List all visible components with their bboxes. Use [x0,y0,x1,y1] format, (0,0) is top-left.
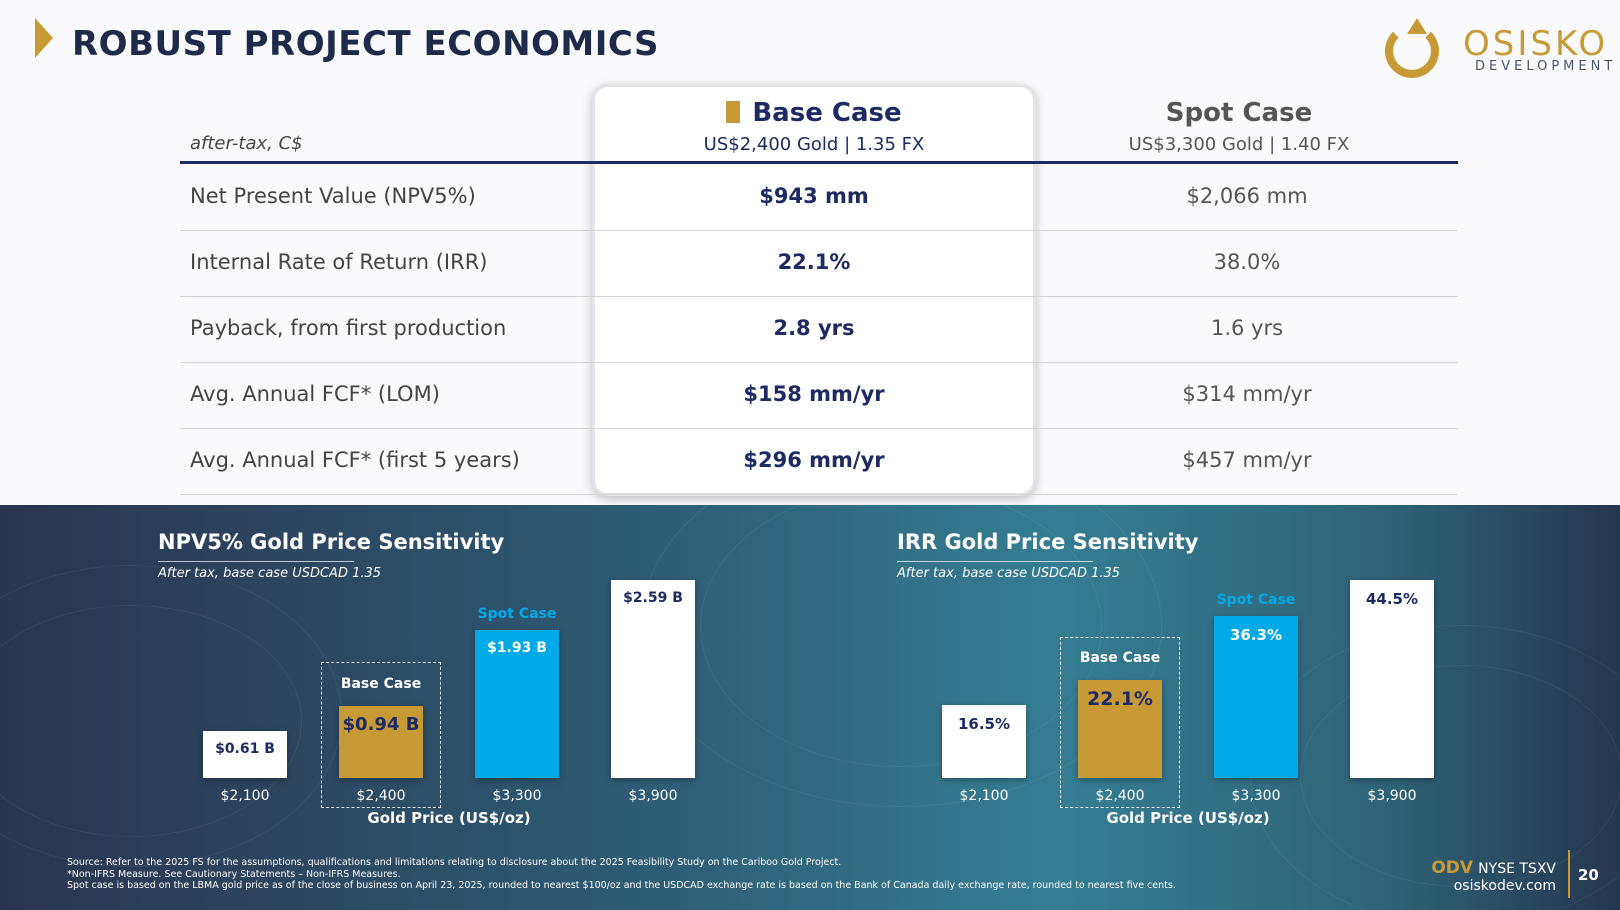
header-divider [180,161,1458,164]
row-base-value: $158 mm/yr [743,382,885,406]
table-note: after-tax, C$ [190,133,303,154]
row-spot-value: $2,066 mm [1186,184,1308,208]
footnotes: Source: Refer to the 2025 FS for the ass… [67,857,1367,892]
spot-case-annotation: Spot Case [477,606,557,622]
footnote-non-ifrs: *Non-IFRS Measure. See Cautionary Statem… [67,868,401,880]
chart-bar: 16.5% [942,705,1026,778]
x-axis-title: Gold Price (US$/oz) [367,809,531,827]
row-label: Payback, from first production [190,316,507,340]
x-tick-label: $3,900 [628,788,678,804]
chart-bar: 36.3% [1214,616,1298,778]
bar-value-label: 16.5% [957,715,1011,733]
bar-value-label: 22.1% [1087,688,1153,710]
logo-arrow-icon [1407,18,1427,34]
row-spot-value: 1.6 yrs [1210,316,1284,340]
footer-divider [1568,850,1570,898]
bar-value-label: 36.3% [1229,626,1283,644]
bar-value-label: $1.93 B [487,640,547,656]
row-spot-value: $314 mm/yr [1182,382,1312,406]
table-row: Avg. Annual FCF* (LOM) $158 mm/yr $314 m… [180,362,1458,429]
table-row: Net Present Value (NPV5%) $943 mm $2,066… [180,164,1458,231]
gold-square-icon [726,101,741,123]
chart-bar: 22.1% [1078,680,1162,778]
row-label: Avg. Annual FCF* (first 5 years) [190,448,520,472]
x-axis-title: Gold Price (US$/oz) [1106,809,1270,827]
row-base-value: $296 mm/yr [743,448,885,472]
bar-value-label: $2.59 B [623,590,683,606]
table-row: Avg. Annual FCF* (first 5 years) $296 mm… [180,428,1458,495]
page-number: 20 [1578,866,1599,884]
row-base-value: 2.8 yrs [773,316,855,340]
chart-bar: 44.5% [1350,580,1434,778]
table-row: Payback, from first production 2.8 yrs 1… [180,296,1458,363]
base-case-box [1060,637,1180,808]
website-link[interactable]: osiskodev.com [1453,878,1556,894]
logo-subtitle: DEVELOPMENT [1475,59,1617,74]
base-case-highlight [592,84,1036,496]
spot-case-header: Spot Case [1165,98,1313,128]
footnote-spot-case: Spot case is based on the LBMA gold pric… [67,880,1176,891]
row-label: Net Present Value (NPV5%) [190,184,476,208]
chart-bar: $2.59 B [611,580,695,778]
x-tick-label: $3,900 [1367,788,1417,804]
bar-value-label: 44.5% [1365,590,1419,608]
title-bullet-icon [35,18,53,58]
chart-bar: $0.94 B [339,706,423,778]
base-case-box [321,662,441,808]
chart-bar: $1.93 B [475,630,559,778]
base-case-annotation: Base Case [1079,650,1161,666]
ticker-symbol: ODV [1431,858,1474,878]
bar-value-label: $0.94 B [342,714,420,735]
x-tick-label: $2,100 [220,788,270,804]
chart-title: IRR Gold Price Sensitivity [897,530,1199,554]
row-base-value: $943 mm [759,184,869,208]
exchanges: NYSE TSXV [1478,861,1556,877]
contour-decoration [1300,665,1620,887]
spot-case-subtitle: US$3,300 Gold | 1.40 FX [1128,134,1350,155]
x-tick-label: $2,100 [959,788,1009,804]
osisko-logo: OSISKO DEVELOPMENT [1385,18,1615,78]
chart-subtitle: After tax, base case USDCAD 1.35 [897,566,1121,581]
x-tick-label: $2,400 [356,788,406,804]
chart-title-underline [897,561,1093,562]
row-base-value: 22.1% [777,250,851,274]
row-spot-value: 38.0% [1213,250,1281,274]
row-spot-value: $457 mm/yr [1182,448,1312,472]
logo-name: OSISKO [1463,24,1609,64]
base-case-title: Base Case [752,98,902,128]
bar-value-label: $0.61 B [215,741,275,757]
chart-title: NPV5% Gold Price Sensitivity [158,530,505,554]
row-label: Avg. Annual FCF* (LOM) [190,382,440,406]
chart-bar: $0.61 B [203,731,287,778]
footnote-source: Source: Refer to the 2025 FS for the ass… [67,857,842,868]
page-title: ROBUST PROJECT ECONOMICS [72,24,659,64]
base-case-subtitle: US$2,400 Gold | 1.35 FX [703,134,925,155]
chart-subtitle: After tax, base case USDCAD 1.35 [158,566,382,581]
spot-case-annotation: Spot Case [1216,592,1296,608]
logo-ring-icon [1385,24,1439,78]
base-case-annotation: Base Case [340,676,422,692]
x-tick-label: $3,300 [1231,788,1281,804]
chart-title-underline [158,561,354,562]
x-tick-label: $3,300 [492,788,542,804]
base-case-header: Base Case [592,98,1036,128]
table-row: Internal Rate of Return (IRR) 22.1% 38.0… [180,230,1458,297]
x-tick-label: $2,400 [1095,788,1145,804]
ticker-info: ODV NYSE TSXV [1392,858,1556,878]
row-label: Internal Rate of Return (IRR) [190,250,488,274]
